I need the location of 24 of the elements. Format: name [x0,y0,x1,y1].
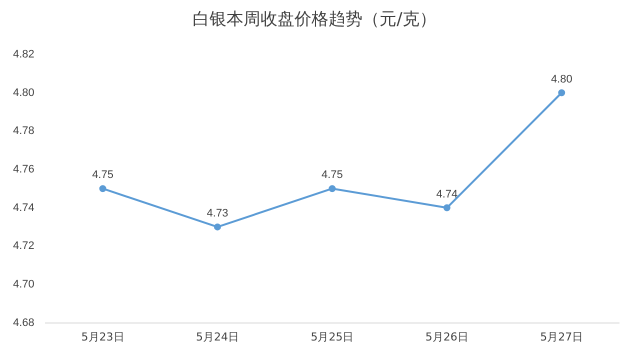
data-label: 4.73 [206,207,228,220]
y-tick-label: 4.68 [12,316,34,329]
y-tick-label: 4.72 [12,240,34,252]
data-label: 4.75 [321,169,343,182]
y-tick-label: 4.78 [12,125,34,138]
y-tick-label: 4.76 [12,163,34,176]
x-tick-label: 5月24日 [196,330,239,344]
y-tick-label: 4.70 [12,278,34,290]
point [328,185,336,192]
point [443,204,450,212]
point [99,185,106,192]
chart-title: 白银本周收盘价格趋势（元/克） [192,10,436,30]
data-label: 4.75 [92,169,114,182]
point [558,89,566,96]
y-tick-label: 4.80 [12,86,34,99]
y-tick-label: 4.74 [12,202,34,214]
x-tick-label: 5月27日 [540,330,584,344]
x-tick-label: 5月26日 [425,330,468,344]
x-tick-label: 5月25日 [310,330,354,344]
data-label: 4.74 [436,188,458,200]
x-tick-label: 5月23日 [81,330,124,344]
y-tick-label: 4.82 [12,48,34,60]
data-label: 4.80 [550,73,572,86]
point [214,223,221,230]
